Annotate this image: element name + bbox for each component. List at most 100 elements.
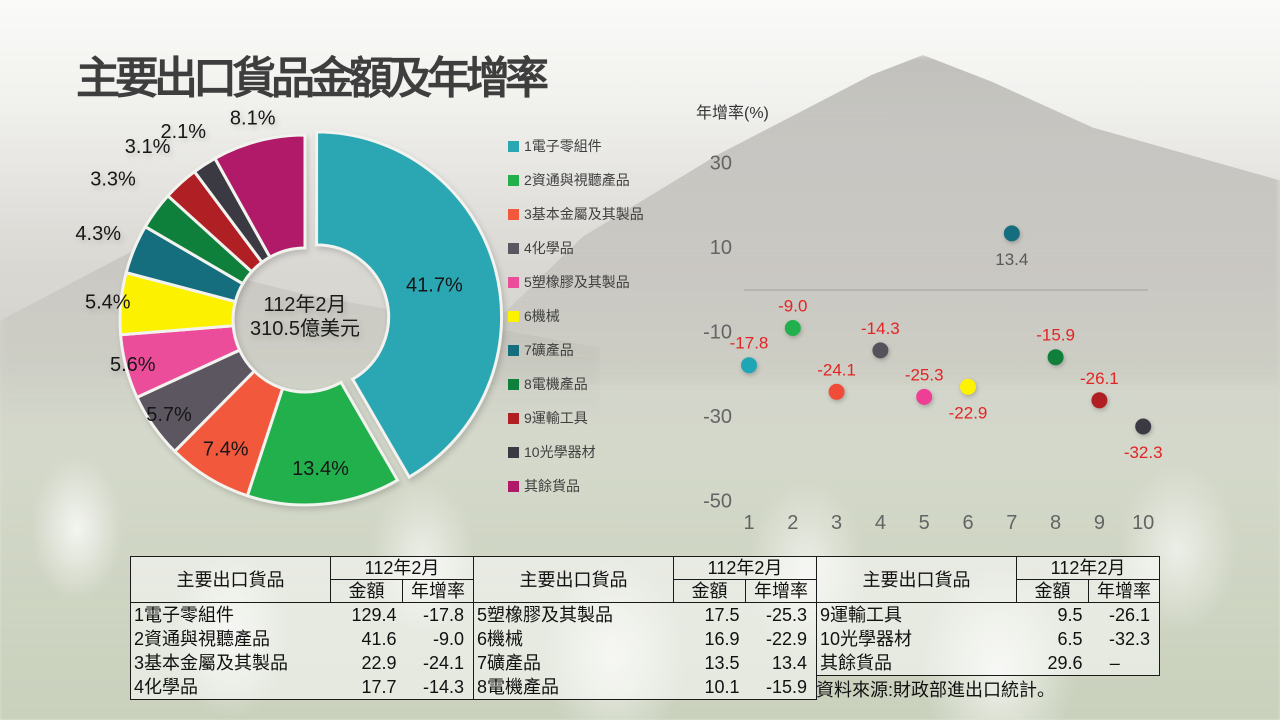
export-table: 主要出口貨品 112年2月 金額 年增率 9運輸工具 9.5 -26.1 10光學器材 6.5 -…: [816, 556, 1160, 676]
growth-cell: -24.1: [422, 653, 464, 673]
legend-item: 6機械: [508, 299, 644, 333]
table-header-period: 112年2月: [330, 556, 474, 580]
donut-slice-label: 3.1%: [125, 136, 171, 158]
amount-cell: 16.9: [704, 629, 740, 649]
table-row: 其餘貨品 29.6 –: [817, 651, 1160, 676]
donut-slice-label: 13.4%: [292, 458, 349, 480]
legend-swatch-icon: [508, 480, 519, 492]
x-tick-label: 1: [743, 512, 754, 534]
x-tick-label: 10: [1132, 512, 1154, 534]
scatter-point-label: 13.4: [995, 250, 1028, 269]
scatter-point-label: -22.9: [949, 403, 988, 422]
growth-cell: 13.4: [771, 653, 807, 673]
growth-cell: –: [1109, 653, 1120, 673]
legend-label: 2資通與視聽產品: [524, 172, 630, 188]
legend-item: 2資通與視聽產品: [508, 163, 644, 197]
scatter-point-label: -32.3: [1124, 443, 1163, 462]
donut-slice: [212, 133, 307, 260]
scatter-point: [872, 342, 889, 359]
goods-name-cell: 4化學品: [134, 677, 199, 697]
table-header-growth: 年增率: [1088, 579, 1160, 603]
goods-name-cell: 8電機產品: [477, 677, 560, 697]
donut-slice: [315, 130, 504, 480]
table-row: 7礦產品 13.5 13.4: [474, 651, 817, 675]
amount-cell: 29.6: [1047, 653, 1083, 673]
scatter-point: [741, 357, 757, 374]
legend-label: 9運輸工具: [524, 410, 588, 426]
donut-slice-label: 4.3%: [75, 223, 121, 245]
legend-label: 5塑橡膠及其製品: [524, 274, 630, 290]
donut-center-label: 112年2月: [263, 293, 346, 316]
scatter-point-label: -26.1: [1080, 369, 1119, 388]
legend-label: 8電機產品: [524, 376, 588, 392]
growth-cell: -22.9: [765, 629, 807, 649]
goods-name-cell: 其餘貨品: [820, 653, 892, 673]
table-row: 9運輸工具 9.5 -26.1: [817, 603, 1160, 628]
scatter-point: [828, 383, 845, 400]
growth-cell: -14.3: [422, 677, 464, 697]
y-tick-label: -50: [703, 490, 732, 512]
scatter-points: [741, 225, 1152, 435]
donut-slice-label: 8.1%: [230, 108, 276, 130]
growth-cell: -26.1: [1108, 605, 1150, 625]
legend-label: 4化學品: [524, 240, 574, 256]
growth-cell: -32.3: [1108, 629, 1150, 649]
export-table: 主要出口貨品 112年2月 金額 年增率 1電子零組件 129.4 -17.8 2資通與視聽產…: [130, 556, 474, 700]
table-row: 10光學器材 6.5 -32.3: [817, 627, 1160, 651]
growth-cell: -9.0: [432, 629, 464, 649]
table-header-amount: 金額: [1016, 579, 1089, 603]
table-header-growth: 年增率: [402, 579, 474, 603]
goods-name-cell: 2資通與視聽產品: [134, 629, 271, 649]
legend-swatch-icon: [508, 140, 519, 152]
donut-center-label: 310.5億美元: [250, 317, 360, 340]
scatter-point: [1091, 392, 1108, 409]
scatter-point: [916, 388, 933, 405]
donut-slice-label: 5.6%: [110, 354, 156, 376]
goods-name-cell: 9運輸工具: [820, 605, 903, 625]
x-tick-label: 7: [1006, 512, 1017, 534]
legend-label: 6機械: [524, 308, 560, 324]
goods-name-cell: 6機械: [477, 629, 524, 649]
donut-slice-label: 5.7%: [146, 404, 192, 426]
legend-item: 10光學器材: [508, 435, 644, 469]
table-header-amount: 金額: [330, 579, 403, 603]
legend-swatch-icon: [508, 310, 519, 322]
growth-cell: -25.3: [765, 605, 807, 625]
scatter-point: [1047, 349, 1064, 366]
legend-item: 9運輸工具: [508, 401, 644, 435]
scatter-point-label: -17.8: [730, 334, 769, 353]
export-tables: 主要出口貨品 112年2月 金額 年增率 1電子零組件 129.4 -17.8 2資通與視聽產…: [130, 556, 1160, 700]
scatter-point-label: -14.3: [861, 319, 900, 338]
table-header-period: 112年2月: [673, 556, 817, 580]
donut-slice-label: 41.7%: [406, 274, 463, 296]
y-tick-label: -30: [703, 406, 732, 428]
x-tick-label: 2: [787, 512, 798, 534]
table-row: 8電機產品 10.1 -15.9: [474, 675, 817, 700]
y-tick-label: 30: [710, 152, 732, 174]
amount-cell: 6.5: [1057, 629, 1083, 649]
scatter-point-label: -24.1: [817, 360, 856, 379]
table-header-growth: 年增率: [745, 579, 817, 603]
legend-item: 5塑橡膠及其製品: [508, 265, 644, 299]
donut-slice-label: 2.1%: [161, 121, 207, 143]
scatter-point-label: -15.9: [1036, 326, 1075, 345]
legend-swatch-icon: [508, 174, 519, 186]
table-row: 5塑橡膠及其製品 17.5 -25.3: [474, 603, 817, 628]
donut-slice-label: 3.3%: [90, 168, 136, 190]
page-title: 主要出口貨品金額及年增率: [76, 54, 549, 103]
legend-swatch-icon: [508, 412, 519, 424]
goods-name-cell: 3基本金屬及其製品: [134, 653, 289, 673]
table-header-goods: 主要出口貨品: [130, 556, 331, 603]
scatter-chart: 年增率(%) 30 10 -10 -30 -50 1 2 3 4 5 6 7 8 9 10 -17.8 -9.0 -…: [696, 104, 1163, 534]
legend-item: 4化學品: [508, 231, 644, 265]
goods-name-cell: 7礦產品: [477, 653, 542, 673]
amount-cell: 129.4: [351, 605, 397, 625]
y-tick-label: 10: [710, 237, 732, 259]
legend-label: 其餘貨品: [524, 478, 580, 494]
amount-cell: 22.9: [361, 653, 397, 673]
donut-slice-label: 7.4%: [203, 439, 249, 461]
legend-item: 3基本金屬及其製品: [508, 197, 644, 231]
export-table: 主要出口貨品 112年2月 金額 年增率 5塑橡膠及其製品 17.5 -25.3 6機械 16.…: [473, 556, 817, 700]
scatter-point: [784, 320, 801, 336]
